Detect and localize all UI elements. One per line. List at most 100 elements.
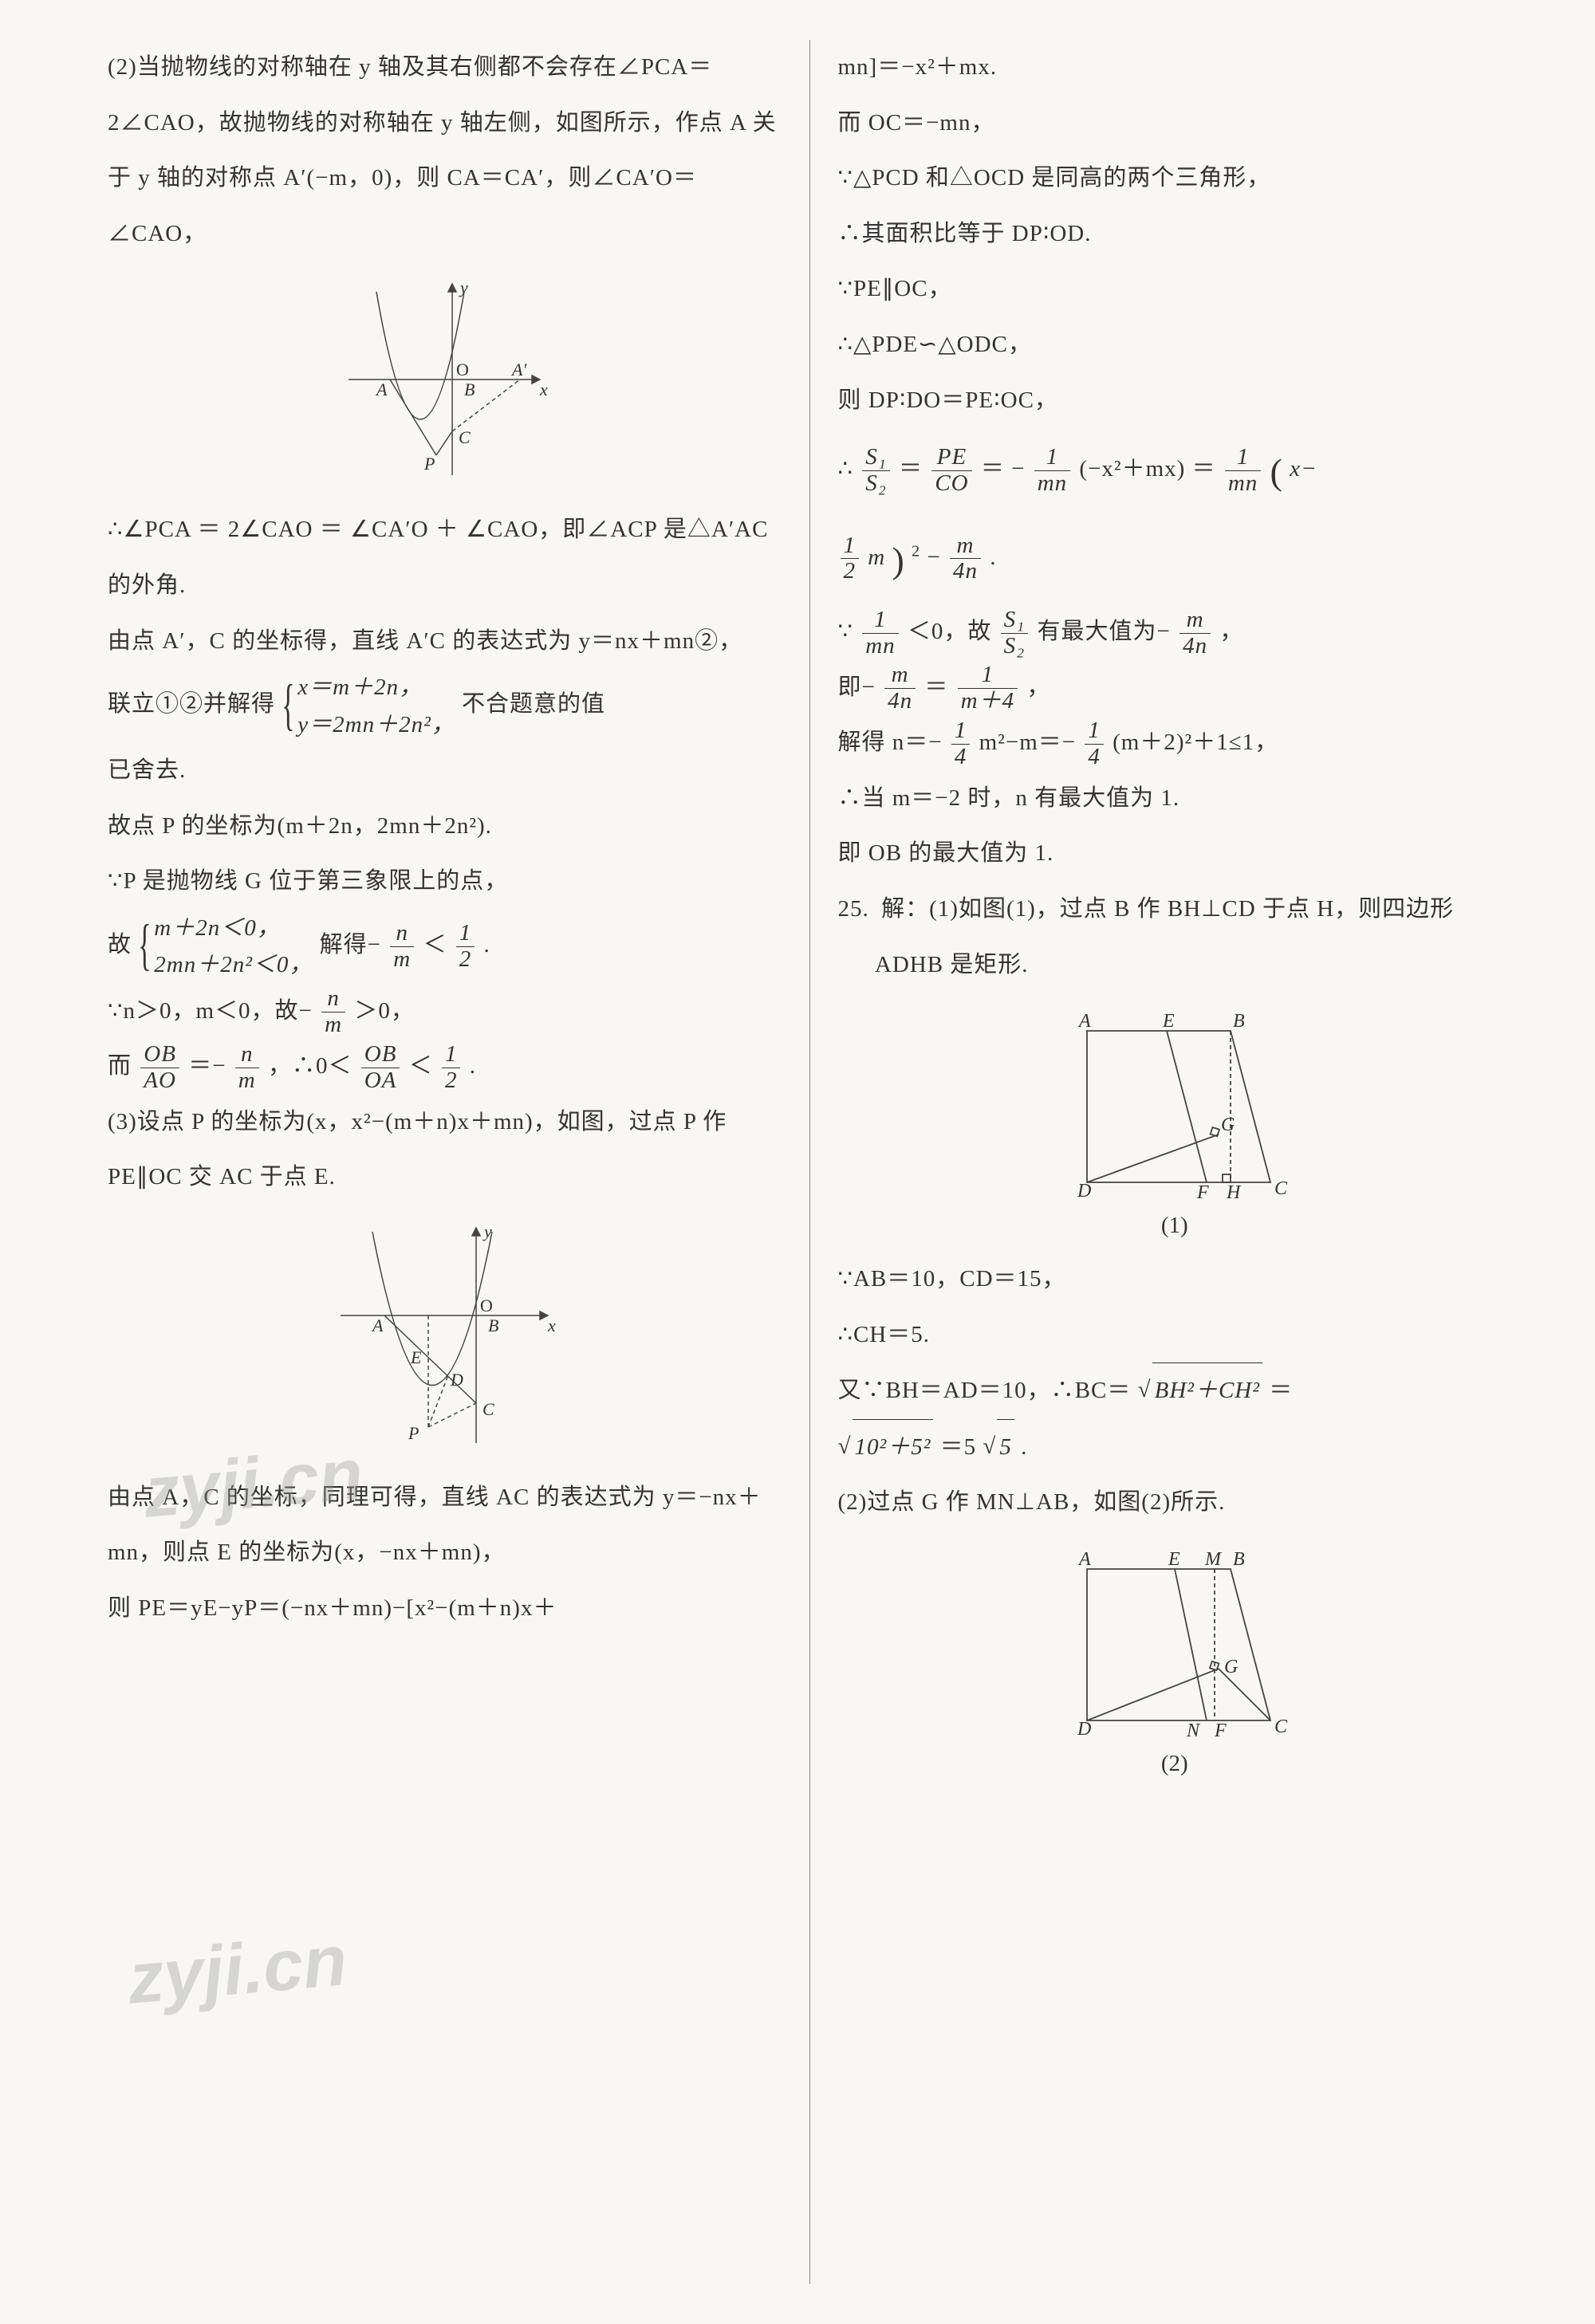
svg-text:C: C	[459, 427, 471, 447]
text: ＝	[1269, 1378, 1293, 1403]
svg-text:A′: A′	[510, 360, 527, 379]
text: ，	[1219, 619, 1243, 644]
figure-trapezoid-2: A E M B C D N F G (2)	[838, 1545, 1512, 1775]
fraction: S₁S₂	[1001, 608, 1029, 659]
svg-text:A: A	[375, 379, 388, 399]
fraction: OBAO	[140, 1042, 179, 1094]
svg-text:P: P	[408, 1423, 419, 1443]
text-line: ∴CH＝5.	[838, 1307, 1512, 1363]
sqrt: 5	[983, 1419, 1014, 1476]
svg-text:H: H	[1226, 1182, 1242, 1203]
text: ＝5	[940, 1434, 977, 1460]
fraction: 12	[456, 921, 475, 973]
text: 故	[108, 932, 132, 958]
svg-text:C: C	[482, 1399, 494, 1419]
text-line: 则 PE＝yE−yP＝(−nx＋mn)−[x²−(m＋n)x＋	[108, 1581, 782, 1637]
fraction: 12	[442, 1042, 461, 1094]
figure-caption: (2)	[838, 1752, 1512, 1775]
figure-caption: (1)	[838, 1214, 1512, 1237]
text-line: ∴当 m＝−2 时，n 有最大值为 1.	[838, 771, 1512, 827]
svg-text:A: A	[1077, 1011, 1091, 1032]
fraction: m4n	[884, 663, 916, 714]
text-line: 由点 A′，C 的坐标得，直线 A′C 的表达式为 y＝nx＋mn②，	[108, 614, 782, 670]
sqrt: BH²＋CH²	[1138, 1363, 1262, 1419]
text: ＝ −	[981, 456, 1026, 482]
figure-trapezoid-1: A E B C D F H G (1)	[838, 1007, 1512, 1237]
fraction: m4n	[1180, 608, 1211, 659]
text-line: 而 OBAO ＝− nm ，∴0＜ OBOA ＜ 12 .	[108, 1039, 782, 1095]
text: ＞0，	[354, 998, 415, 1024]
fraction: OBOA	[361, 1042, 400, 1094]
svg-text:C: C	[1274, 1178, 1288, 1199]
text: ＜	[423, 932, 447, 958]
text: 解得 n＝−	[838, 729, 943, 755]
text: 解得−	[320, 932, 381, 958]
svg-text:E: E	[1168, 1549, 1180, 1570]
text-line: 即 OB 的最大值为 1.	[838, 826, 1512, 882]
text: 而	[108, 1053, 132, 1079]
brace-system: m＋2n＜0， 2mn＋2n²＜0，	[138, 910, 313, 984]
svg-text:G: G	[1221, 1115, 1235, 1135]
fraction: nm	[390, 921, 414, 973]
big-paren: (	[1270, 451, 1283, 492]
text: m	[868, 545, 885, 570]
svg-text:F: F	[1214, 1720, 1227, 1741]
sup: 2	[912, 542, 920, 560]
text: 即−	[838, 674, 876, 700]
svg-text:C: C	[1274, 1716, 1288, 1737]
svg-text:O: O	[456, 360, 469, 379]
svg-text:D: D	[1077, 1719, 1091, 1740]
text-line-system1: 联立①②并解得 x＝m＋2n， y＝2mn＋2n²， 不合题意的值	[108, 669, 782, 743]
svg-text:A: A	[371, 1315, 384, 1335]
para-2-intro: (2)当抛物线的对称轴在 y 轴及其右侧都不会存在∠PCA＝2∠CAO，故抛物线…	[108, 40, 782, 261]
text-line-system2: 故 m＋2n＜0， 2mn＋2n²＜0， 解得− nm ＜ 12 .	[108, 910, 782, 984]
text-line: ∵n＞0，m＜0，故− nm ＞0，	[108, 984, 782, 1040]
big-paren: )	[892, 540, 904, 580]
text-line: ∴其面积比等于 DP∶OD.	[838, 206, 1512, 262]
fraction: 14	[1085, 718, 1104, 770]
para-3-intro: (3)设点 P 的坐标为(x，x²−(m＋n)x＋mn)，如图，过点 P 作 P…	[108, 1095, 782, 1205]
text: 解：(1)如图(1)，过点 B 作 BH⊥CD 于点 H，则四边形 ADHB 是…	[875, 896, 1454, 977]
fraction: 1mn	[862, 608, 898, 659]
right-column: mn]＝−x²＋mx. 而 OC＝−mn， ∵△PCD 和△OCD 是同高的两个…	[810, 40, 1540, 2284]
text: .	[1021, 1434, 1027, 1460]
fraction: m4n	[950, 533, 981, 585]
text-line: 故点 P 的坐标为(m＋2n，2mn＋2n²).	[108, 799, 782, 855]
fraction: nm	[321, 986, 345, 1038]
svg-text:O: O	[480, 1296, 493, 1315]
text-line: 又∵BH＝AD＝10，∴BC＝ BH²＋CH² ＝	[838, 1363, 1512, 1419]
problem-number: 25.	[838, 882, 875, 938]
page-root: (2)当抛物线的对称轴在 y 轴及其右侧都不会存在∠PCA＝2∠CAO，故抛物线…	[0, 0, 1595, 2324]
text: ，∴0＜	[268, 1053, 352, 1079]
text: 不合题意的值	[462, 691, 605, 717]
svg-text:M: M	[1204, 1549, 1223, 1570]
svg-text:x: x	[539, 379, 548, 399]
text: ＝−	[188, 1053, 226, 1079]
fraction: nm	[235, 1042, 259, 1094]
text: .	[990, 545, 996, 570]
problem-25: 25. 解：(1)如图(1)，过点 B 作 BH⊥CD 于点 H，则四边形 AD…	[838, 882, 1512, 993]
svg-text:x: x	[547, 1315, 556, 1335]
svg-text:D: D	[450, 1370, 463, 1390]
svg-text:A: A	[1077, 1549, 1091, 1570]
text-line: 10²＋5² ＝5 5 .	[838, 1419, 1512, 1476]
text-line: 12 m ) 2 − m4n .	[838, 517, 1512, 604]
text-line: ∵PE∥OC，	[838, 261, 1512, 317]
svg-text:B: B	[1233, 1011, 1245, 1032]
fraction: 1mn	[1225, 445, 1261, 497]
eq-line: y＝2mn＋2n²，	[297, 706, 455, 743]
fraction: 14	[951, 718, 971, 770]
text: ＜	[409, 1053, 433, 1079]
fraction: 1mn	[1034, 445, 1070, 497]
text-line: (2)过点 G 作 MN⊥AB，如图(2)所示.	[838, 1475, 1512, 1531]
text: .	[470, 1053, 476, 1079]
brace-system: x＝m＋2n， y＝2mn＋2n²，	[282, 669, 455, 743]
text: x−	[1290, 456, 1317, 482]
eq-line: 2mn＋2n²＜0，	[154, 946, 313, 983]
text-line: ∴∠PCA ＝ 2∠CAO ＝ ∠CA′O ＋ ∠CAO，即∠ACP 是△A′A…	[108, 502, 782, 613]
text: ＝	[899, 456, 923, 482]
svg-text:B: B	[488, 1315, 498, 1335]
eq-line: x＝m＋2n，	[297, 669, 455, 706]
fraction: 12	[841, 533, 860, 585]
text-line: ∵△PCD 和△OCD 是同高的两个三角形，	[838, 151, 1512, 206]
